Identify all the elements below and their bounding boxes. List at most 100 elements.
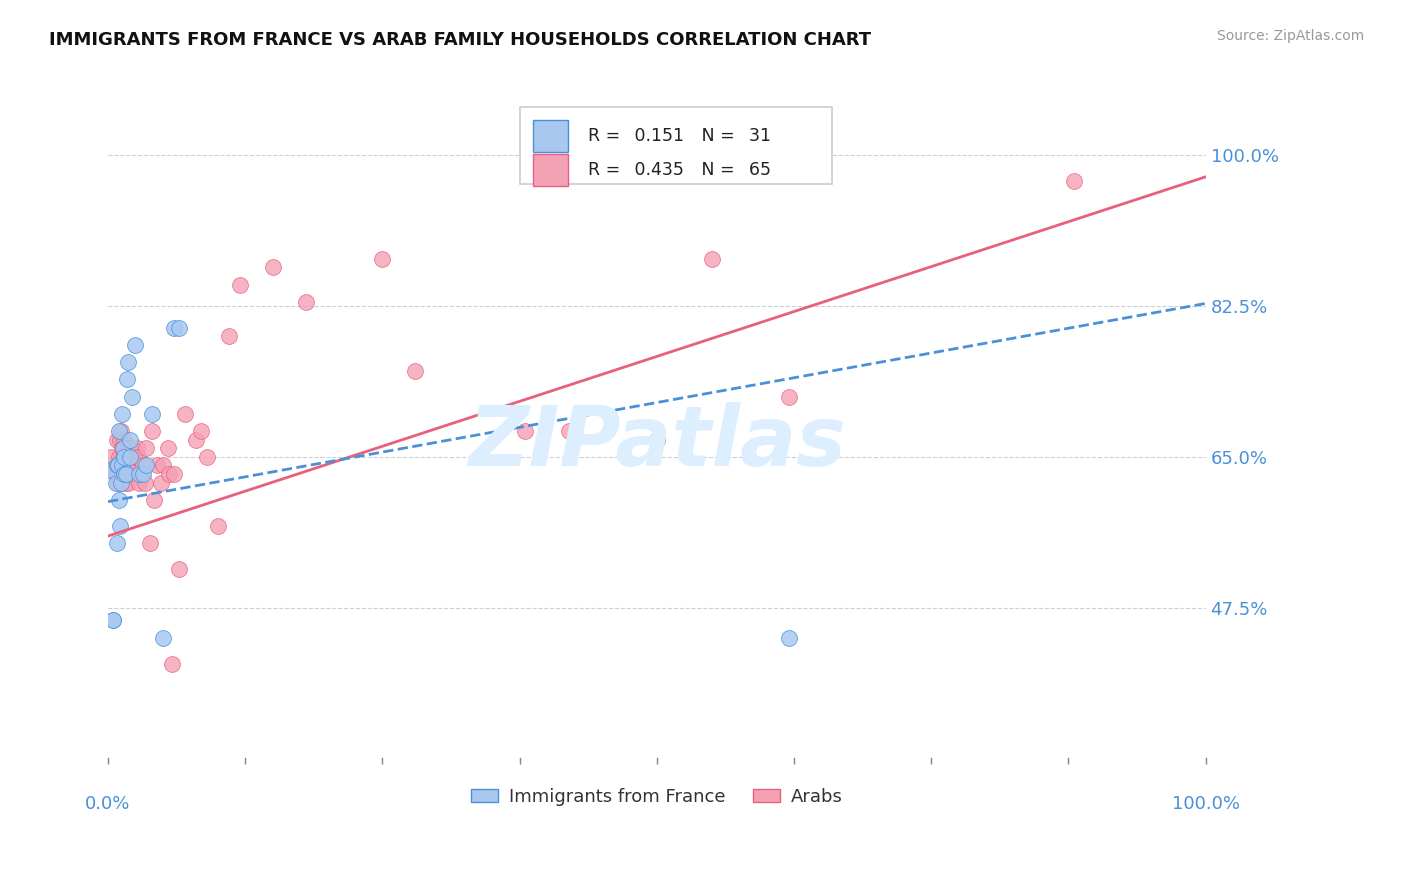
Point [513,424,536,438]
Point [184,433,207,447]
Point [118,441,141,455]
Point [121,441,143,455]
Point [169,320,191,334]
Point [103,463,125,477]
Point [118,441,141,455]
Text: 0.0%: 0.0% [86,795,131,813]
Point [114,467,136,481]
Point [111,407,134,421]
Point [115,467,138,481]
Point [104,467,127,481]
Point [115,372,138,386]
Point [114,441,136,455]
Text: R =  0.435  N =  65: R = 0.435 N = 65 [588,161,770,179]
Point [228,277,250,292]
Point [100,450,122,464]
Point [108,424,131,438]
Point [98,463,121,477]
Point [134,475,156,490]
Point [169,562,191,576]
Point [132,467,155,481]
Point [107,475,129,490]
Point [778,390,800,404]
Point [117,355,139,369]
Point [146,458,169,473]
Point [110,424,132,438]
Point [124,458,146,473]
Point [132,458,155,473]
Point [157,441,180,455]
Text: ZIPatlas: ZIPatlas [468,402,846,483]
Point [135,458,157,473]
Point [108,492,131,507]
FancyBboxPatch shape [533,120,568,152]
Point [107,458,129,473]
Point [190,424,212,438]
FancyBboxPatch shape [520,106,832,184]
Point [111,467,134,481]
Point [128,467,150,481]
Point [1063,174,1085,188]
Point [163,467,186,481]
Point [118,433,141,447]
Point [195,450,218,464]
Point [262,260,284,275]
Point [118,467,141,481]
Point [207,518,229,533]
Point [778,631,800,645]
Text: 100.0%: 100.0% [1171,795,1240,813]
Point [111,458,134,473]
Point [110,475,132,490]
Text: Source: ZipAtlas.com: Source: ZipAtlas.com [1216,29,1364,43]
Point [700,252,723,266]
Point [149,475,172,490]
Point [128,475,150,490]
Text: IMMIGRANTS FROM FRANCE VS ARAB FAMILY HOUSEHOLDS CORRELATION CHART: IMMIGRANTS FROM FRANCE VS ARAB FAMILY HO… [49,31,872,49]
Legend: Immigrants from France, Arabs: Immigrants from France, Arabs [464,780,849,814]
Point [118,458,141,473]
Point [152,631,174,645]
Point [108,450,131,464]
Point [129,467,152,481]
Point [120,458,142,473]
Point [127,450,149,464]
Point [110,475,132,490]
Point [105,433,128,447]
Point [111,441,134,455]
Point [163,320,186,334]
Point [118,450,141,464]
Point [124,338,146,352]
Point [108,518,131,533]
Point [125,441,148,455]
Point [371,252,394,266]
Point [141,407,163,421]
Point [143,492,166,507]
Point [103,614,125,628]
Point [103,614,125,628]
Point [218,329,240,343]
Point [112,450,135,464]
Point [105,458,128,473]
Point [152,458,174,473]
Text: R =  0.151  N =  31: R = 0.151 N = 31 [588,127,770,145]
Point [160,657,183,671]
Point [114,467,136,481]
Point [108,467,131,481]
Point [105,536,128,550]
Point [108,433,131,447]
Point [121,390,143,404]
Point [404,364,426,378]
Point [114,475,136,490]
Point [138,536,160,550]
Point [558,424,581,438]
Point [141,424,163,438]
Point [115,441,138,455]
Point [124,450,146,464]
FancyBboxPatch shape [533,153,568,186]
Point [112,441,135,455]
Point [114,458,136,473]
Point [645,433,668,447]
Point [117,441,139,455]
Point [159,467,181,481]
Point [294,294,316,309]
